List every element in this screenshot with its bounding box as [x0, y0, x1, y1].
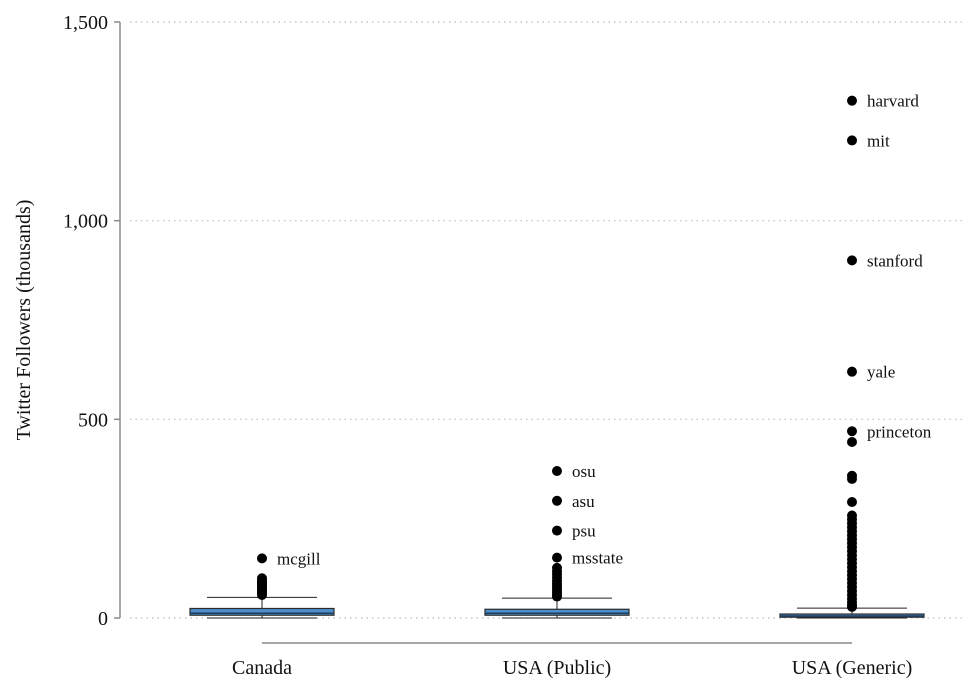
- outlier-point: [257, 553, 267, 564]
- outlier-label: stanford: [867, 251, 923, 270]
- outlier-point: [257, 589, 267, 600]
- outlier-point: [552, 591, 562, 602]
- y-tick-label: 1,000: [63, 211, 108, 233]
- outlier-point: [847, 135, 857, 146]
- outlier-point: [847, 601, 857, 612]
- y-tick-label: 500: [78, 409, 108, 431]
- outlier-label: yale: [867, 363, 895, 382]
- boxes: mcgill osu asu psu msstate harvard mit stanford…: [189, 92, 932, 619]
- outlier-label: psu: [572, 522, 596, 541]
- outlier-point: [847, 255, 857, 266]
- x-tick-label: Canada: [232, 657, 292, 679]
- outlier-point: [552, 465, 562, 476]
- outlier-point: [847, 473, 857, 484]
- outlier-point: [552, 552, 562, 563]
- gridlines: [130, 21, 965, 619]
- y-tick-label: 0: [98, 608, 108, 630]
- y-axis-title: Twitter Followers (thousands): [13, 200, 35, 441]
- outlier-label: osu: [572, 462, 596, 481]
- box: [484, 608, 630, 616]
- y-tick-label: 1,500: [63, 12, 108, 34]
- outlier-point: [847, 496, 857, 507]
- outlier-point: [847, 436, 857, 447]
- outlier-point: [847, 95, 857, 106]
- outlier-point: [847, 366, 857, 377]
- outlier-label: princeton: [867, 422, 932, 441]
- y-axis: 0 500 1,000 1,500: [63, 12, 121, 630]
- x-tick-label: USA (Generic): [792, 657, 913, 679]
- outlier-point: [552, 495, 562, 506]
- box-group: harvard mit stanford yale princeton: [779, 92, 932, 619]
- box-group: mcgill: [189, 549, 335, 619]
- outlier-point: [552, 525, 562, 536]
- outlier-label: asu: [572, 492, 595, 511]
- outlier-label: mcgill: [277, 549, 321, 568]
- outlier-label: harvard: [867, 92, 919, 111]
- outlier-point: [847, 426, 857, 437]
- box: [189, 607, 335, 616]
- x-axis: Canada USA (Public) USA (Generic): [232, 642, 913, 679]
- x-tick-label: USA (Public): [503, 657, 611, 679]
- outlier-label: mit: [867, 131, 890, 150]
- outlier-label: msstate: [572, 549, 623, 568]
- box-group: osu asu psu msstate: [484, 462, 630, 619]
